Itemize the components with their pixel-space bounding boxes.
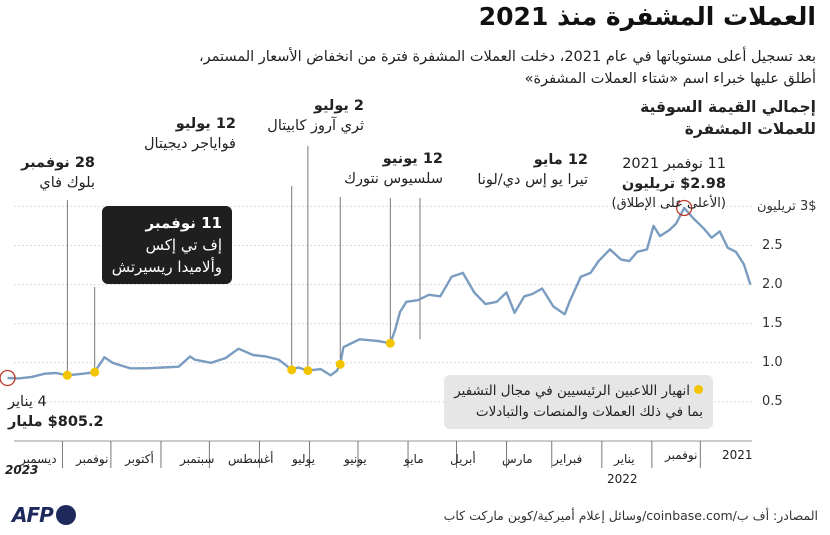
peak-note: (الأعلى على الإطلاق) bbox=[611, 196, 726, 211]
x-year-label: 2022 bbox=[607, 472, 638, 486]
event-annotation-may: 12 مايو تيرا يو إس دي/لونا bbox=[477, 150, 588, 190]
event-label: تيرا يو إس دي/لونا bbox=[477, 172, 588, 188]
page-title: العملات المشفرة منذ 2021 bbox=[478, 2, 816, 31]
peak-marker bbox=[676, 199, 693, 217]
event-marker bbox=[62, 370, 72, 380]
y-tick-label: 1.0 bbox=[762, 355, 783, 370]
x-month-label: أكتوبر bbox=[125, 452, 154, 466]
series-line bbox=[7, 206, 752, 380]
explanation-box: انهيار اللاعبين الرئيسيين في مجال التشفي… bbox=[444, 375, 713, 429]
start-date: 4 يناير bbox=[8, 394, 47, 410]
event-marker bbox=[90, 367, 100, 377]
event-marker bbox=[385, 338, 395, 348]
event-annotation-july2: 2 يوليو ثري آروز كابيتال bbox=[267, 96, 364, 136]
event-annotation-july12: 12 يوليو فواياجر ديجيتال bbox=[144, 114, 236, 154]
legend-line-2: للعملات المشفرة bbox=[684, 120, 816, 138]
x-year-label: 2023 bbox=[5, 463, 39, 477]
y-tick-label: 3$ تريليون bbox=[757, 199, 817, 214]
x-month-label: يوليو bbox=[292, 452, 316, 466]
x-month-label: يناير bbox=[614, 452, 635, 466]
afp-logo-dot-icon bbox=[55, 505, 76, 525]
subtitle: بعد تسجيل أعلى مستوياتها في عام 2021، دخ… bbox=[16, 46, 816, 90]
start-annotation: 4 يناير $805.2 مليار bbox=[8, 392, 104, 432]
peak-value: $2.98 تريليون bbox=[621, 176, 726, 192]
event-label: إف تي إكس bbox=[145, 236, 222, 254]
x-month-label: نوفمبر bbox=[76, 452, 109, 466]
x-month-label: أبريل bbox=[450, 452, 476, 466]
x-month-label: سبتمبر bbox=[180, 452, 215, 466]
x-month-label: فبراير bbox=[553, 452, 583, 466]
x-month-label: مايو bbox=[404, 452, 424, 466]
start-value: $805.2 مليار bbox=[8, 414, 104, 430]
event-marker bbox=[303, 366, 313, 376]
event-label: وألاميدا ريسيرتش bbox=[111, 258, 222, 276]
x-month-label: مارس bbox=[502, 452, 533, 466]
event-marker bbox=[335, 359, 345, 369]
x-month-label: أغسطس bbox=[228, 452, 274, 466]
event-date: 12 يوليو bbox=[175, 116, 236, 132]
start-marker bbox=[0, 369, 16, 387]
explanation-line-2: بما في ذلك العملات والمنصات والتبادلات bbox=[475, 404, 703, 420]
y-tick-label: 0.5 bbox=[762, 394, 783, 409]
event-date: 12 يونيو bbox=[382, 151, 443, 167]
explanation-line-1: انهيار اللاعبين الرئيسيين في مجال التشفي… bbox=[454, 381, 703, 402]
event-label: ثري آروز كابيتال bbox=[267, 118, 364, 134]
event-date: 11 نوفمبر bbox=[145, 214, 222, 232]
event-label: فواياجر ديجيتال bbox=[143, 136, 236, 152]
x-month-label: نوفمبر bbox=[665, 448, 698, 462]
event-annotation-june12: 12 يونيو سلسيوس نتورك bbox=[344, 149, 443, 189]
source-note: المصادر: أف ب/coinbase.com/وسائل إعلام أ… bbox=[443, 508, 818, 523]
yellow-dot-icon bbox=[694, 385, 703, 394]
subtitle-line-1: بعد تسجيل أعلى مستوياتها في عام 2021، دخ… bbox=[198, 49, 816, 65]
y-tick-label: 2.5 bbox=[762, 238, 783, 253]
x-month-label: ديسمبر bbox=[20, 452, 57, 466]
subtitle-line-2: أطلق عليها خبراء اسم «شتاء العملات المشف… bbox=[524, 71, 816, 87]
ftx-annotation-box: 11 نوفمبر إف تي إكس وألاميدا ريسيرتش bbox=[101, 206, 232, 284]
afp-logo: AFP bbox=[12, 503, 76, 527]
event-label: بلوك فاي bbox=[39, 175, 95, 191]
x-month-label: يونيو bbox=[344, 452, 367, 466]
x-month-label: 2021 bbox=[722, 448, 753, 462]
event-annotation-nov28: 28 نوفمبر بلوك فاي bbox=[21, 153, 95, 193]
peak-annotation: 11 نوفمبر 2021 $2.98 تريليون (الأعلى على… bbox=[612, 154, 726, 214]
chart-legend: إجمالي القيمة السوقية للعملات المشفرة bbox=[640, 96, 816, 140]
y-tick-label: 1.5 bbox=[762, 316, 783, 331]
event-marker bbox=[287, 365, 297, 375]
event-date: 12 مايو bbox=[533, 152, 588, 168]
event-date: 2 يوليو bbox=[313, 98, 364, 114]
event-date: 28 نوفمبر bbox=[21, 155, 95, 171]
event-label: سلسيوس نتورك bbox=[344, 171, 443, 187]
y-tick-label: 2.0 bbox=[762, 277, 783, 292]
peak-date: 11 نوفمبر 2021 bbox=[622, 156, 726, 172]
legend-line-1: إجمالي القيمة السوقية bbox=[640, 98, 816, 116]
